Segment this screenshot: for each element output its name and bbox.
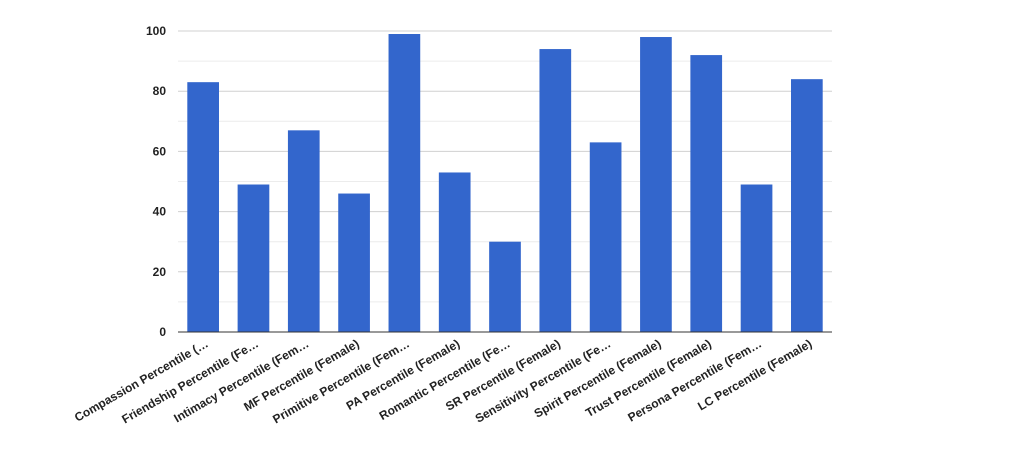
y-tick-label: 60 [153,144,167,158]
bar [438,172,471,332]
y-tick-label: 80 [153,84,167,98]
bar [589,142,622,332]
bar [388,34,421,332]
y-tick-label: 0 [159,325,166,339]
bar [489,241,521,332]
bar [338,193,370,332]
bar [740,184,773,332]
y-tick-label: 40 [153,205,167,219]
y-tick-label: 20 [153,265,167,279]
bar [539,49,572,333]
bar [640,37,672,333]
bar [287,130,320,332]
bar [237,184,270,332]
bar [790,79,823,332]
bar [187,82,220,332]
bar [690,55,723,333]
y-tick-label: 100 [146,24,166,38]
